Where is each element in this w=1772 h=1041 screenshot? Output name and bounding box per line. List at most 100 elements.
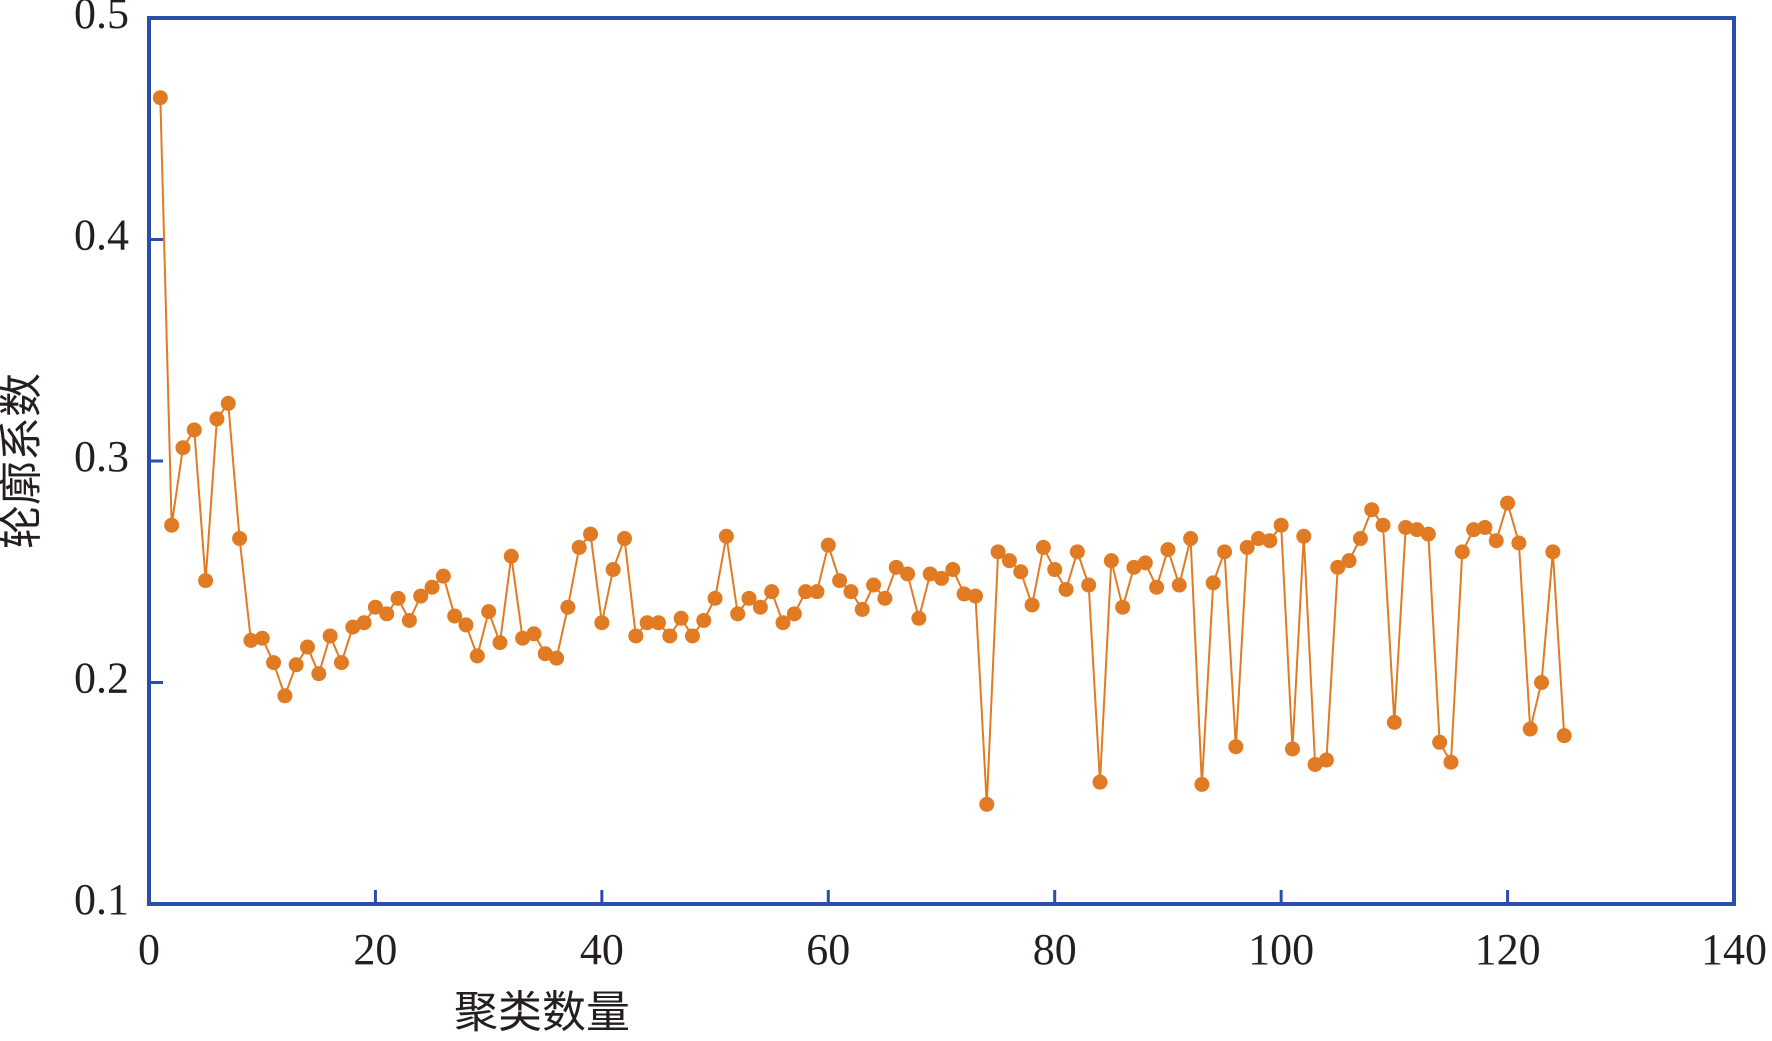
data-point xyxy=(345,619,361,635)
data-point xyxy=(764,584,780,600)
data-point xyxy=(152,90,168,106)
data-point xyxy=(900,566,916,582)
data-point xyxy=(684,628,700,644)
data-point xyxy=(1137,555,1153,571)
x-tick-label: 40 xyxy=(580,925,624,974)
data-point xyxy=(1318,752,1334,768)
data-point xyxy=(820,537,836,553)
data-point xyxy=(198,573,214,589)
data-point xyxy=(1103,553,1119,569)
data-point xyxy=(1239,539,1255,555)
data-point xyxy=(1262,533,1278,549)
data-point xyxy=(809,584,825,600)
data-point xyxy=(390,590,406,606)
data-point xyxy=(1454,544,1470,560)
data-point xyxy=(1511,535,1527,551)
data-point xyxy=(1205,575,1221,591)
y-axis-title: 轮廓系数 xyxy=(0,373,46,549)
data-point xyxy=(843,584,859,600)
data-point xyxy=(967,588,983,604)
data-point xyxy=(1115,599,1131,615)
data-point xyxy=(232,531,248,547)
data-point xyxy=(1420,526,1436,542)
x-tick-label: 100 xyxy=(1248,925,1314,974)
data-point xyxy=(175,440,191,456)
data-point xyxy=(367,599,383,615)
data-point xyxy=(300,639,315,655)
data-point xyxy=(277,688,293,704)
data-point xyxy=(537,646,553,662)
x-tick-label: 60 xyxy=(806,925,850,974)
data-point xyxy=(1375,517,1391,533)
data-point xyxy=(1217,544,1233,560)
y-tick-label: 0.3 xyxy=(74,432,129,481)
data-point xyxy=(617,531,632,547)
data-point xyxy=(707,590,723,606)
data-point xyxy=(1409,522,1425,538)
data-point xyxy=(549,650,565,666)
data-point xyxy=(990,544,1006,560)
x-axis-title: 聚类数量 xyxy=(454,988,630,1037)
data-point xyxy=(979,796,995,812)
data-point xyxy=(752,599,768,615)
x-tick-label: 120 xyxy=(1475,925,1541,974)
data-point xyxy=(922,566,938,582)
data-point xyxy=(333,655,349,671)
data-point xyxy=(798,584,814,600)
data-point xyxy=(1160,542,1176,558)
y-tick-label: 0.5 xyxy=(74,0,129,38)
data-point xyxy=(832,573,848,589)
series-line xyxy=(159,97,1566,805)
data-point xyxy=(1092,774,1108,790)
data-point xyxy=(1251,531,1266,547)
x-tick-label: 80 xyxy=(1033,925,1077,974)
data-point xyxy=(571,539,587,555)
data-point xyxy=(1341,553,1357,569)
data-point xyxy=(1466,522,1482,538)
data-point xyxy=(424,579,440,595)
data-point xyxy=(1194,776,1210,792)
y-tick-label: 0.1 xyxy=(74,875,129,924)
data-point xyxy=(877,590,893,606)
data-point xyxy=(628,628,644,644)
data-point xyxy=(1058,581,1074,597)
plot-frame xyxy=(147,16,1736,906)
data-point xyxy=(481,604,497,620)
data-point xyxy=(1273,517,1289,533)
data-point xyxy=(1488,533,1504,549)
data-point xyxy=(503,548,519,564)
data-point xyxy=(435,568,451,584)
data-point xyxy=(1296,528,1312,544)
data-point xyxy=(945,562,961,578)
data-point xyxy=(469,648,485,664)
data-point xyxy=(741,590,757,606)
data-point xyxy=(662,628,678,644)
data-point xyxy=(1024,597,1040,613)
y-tick-label: 0.4 xyxy=(74,211,129,260)
data-point xyxy=(447,608,463,624)
data-point xyxy=(1545,544,1561,560)
data-point xyxy=(356,615,372,631)
data-point xyxy=(888,559,904,575)
x-tick-label: 0 xyxy=(138,925,160,974)
data-point xyxy=(311,666,327,682)
data-point xyxy=(1126,559,1142,575)
data-point xyxy=(730,606,746,622)
data-point xyxy=(1500,495,1516,511)
data-point xyxy=(1228,739,1244,755)
data-point xyxy=(594,615,610,631)
data-point xyxy=(1352,531,1368,547)
data-point xyxy=(1432,734,1448,750)
x-tick-label: 140 xyxy=(1701,925,1767,974)
data-point xyxy=(401,612,417,628)
data-point xyxy=(526,626,542,642)
data-point xyxy=(1534,675,1550,690)
data-point xyxy=(1477,519,1493,535)
data-point xyxy=(673,610,689,626)
data-point xyxy=(854,601,870,617)
data-point xyxy=(1330,559,1346,575)
data-point xyxy=(696,612,712,628)
data-point xyxy=(866,577,882,593)
data-point xyxy=(1398,519,1414,535)
